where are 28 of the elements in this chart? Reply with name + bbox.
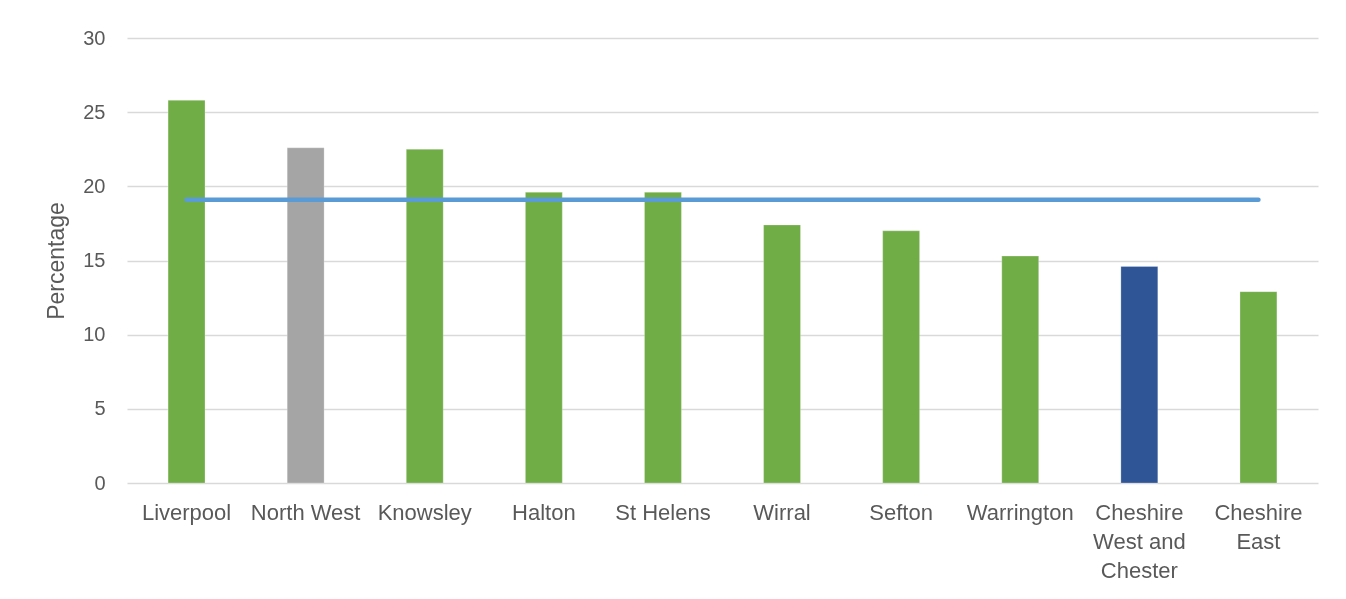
x-tick-label: North West (250, 499, 361, 525)
x-tick-label: Cheshire East (1214, 499, 1303, 554)
y-axis-title: Percentage (43, 202, 70, 320)
x-tick-label: Knowsley (377, 499, 472, 525)
x-tick-label: Halton (512, 499, 576, 525)
x-tick-label: Wirral (753, 499, 811, 525)
y-tick-label: 5 (94, 397, 106, 420)
x-tick-label: Cheshire West and Chester (1093, 499, 1186, 583)
x-tick-label: Warrington (966, 499, 1074, 525)
bar (286, 147, 325, 484)
bar (167, 100, 206, 484)
y-tick-label: 25 (83, 100, 106, 123)
bar (763, 224, 801, 484)
bar (406, 149, 444, 484)
bar (1239, 291, 1278, 484)
y-tick-label: 15 (83, 249, 106, 271)
y-tick-label: 20 (83, 174, 106, 197)
x-tick-label: Sefton (869, 499, 933, 525)
bar (644, 192, 682, 484)
y-tick-label: 30 (83, 26, 106, 49)
y-tick-label: 10 (83, 323, 106, 346)
y-tick-label: 0 (94, 471, 106, 494)
bar (1001, 255, 1039, 484)
bar (1120, 266, 1159, 484)
bar (525, 192, 563, 484)
bar (882, 230, 920, 484)
x-tick-label: St Helens (615, 499, 711, 525)
x-tick-label: Liverpool (141, 499, 232, 525)
